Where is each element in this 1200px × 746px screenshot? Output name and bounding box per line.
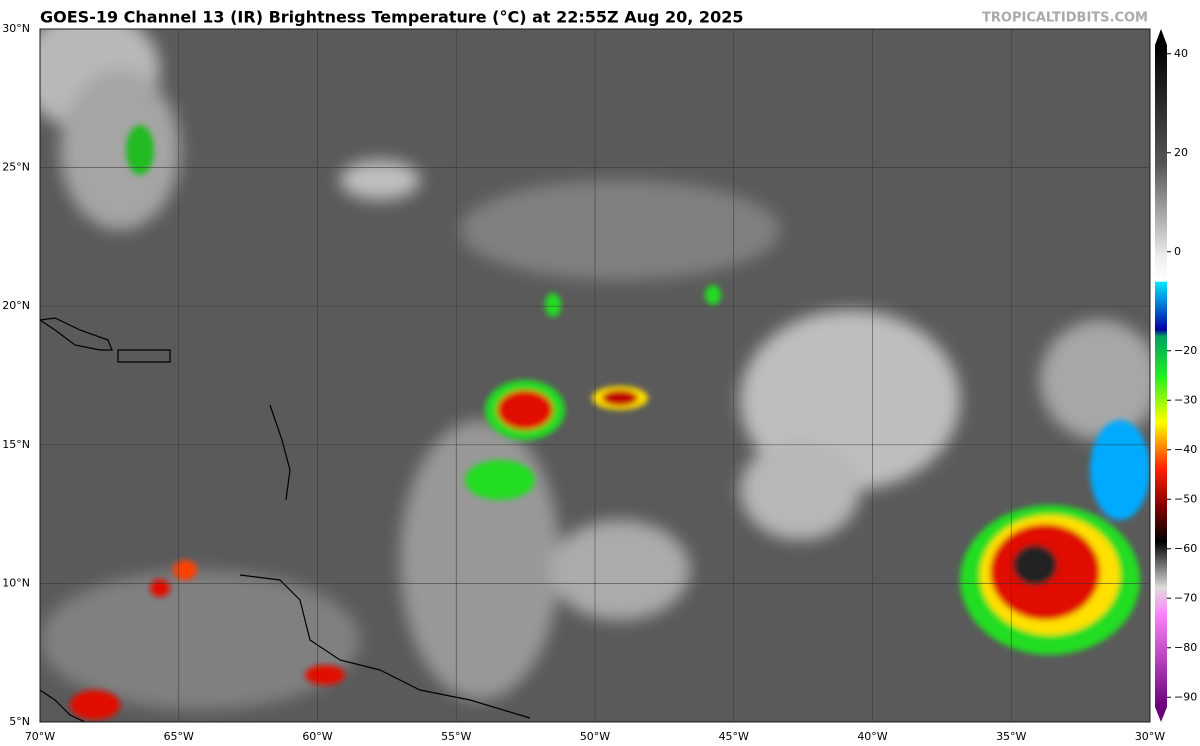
colorbar bbox=[1155, 45, 1167, 707]
x-tick-label: 60°W bbox=[302, 730, 332, 743]
colorbar-tick-label: −80 bbox=[1174, 641, 1197, 654]
x-tick-label: 55°W bbox=[441, 730, 471, 743]
x-tick-label: 70°W bbox=[25, 730, 55, 743]
colorbar-tick-label: −40 bbox=[1174, 443, 1197, 456]
y-tick-label: 30°N bbox=[2, 22, 30, 35]
colorbar-tick-label: 20 bbox=[1174, 146, 1188, 159]
colorbar-extend-top bbox=[1155, 29, 1167, 45]
colorbar-tick-label: −20 bbox=[1174, 344, 1197, 357]
x-tick-label: 65°W bbox=[164, 730, 194, 743]
colorbar-tick-label: 40 bbox=[1174, 47, 1188, 60]
x-tick-label: 50°W bbox=[580, 730, 610, 743]
colorbar-tick-label: 0 bbox=[1174, 245, 1181, 258]
x-tick-label: 40°W bbox=[857, 730, 887, 743]
y-tick-label: 15°N bbox=[2, 438, 30, 451]
y-tick-label: 20°N bbox=[2, 299, 30, 312]
x-tick-label: 35°W bbox=[996, 730, 1026, 743]
colorbar-tick-label: −30 bbox=[1174, 393, 1197, 406]
credit: TROPICALTIDBITS.COM bbox=[982, 11, 1148, 26]
y-tick-label: 10°N bbox=[2, 576, 30, 589]
colorbar-extend-bottom bbox=[1155, 707, 1167, 722]
colorbar-tick-label: −60 bbox=[1174, 542, 1197, 555]
colorbar-tick-label: −90 bbox=[1174, 690, 1197, 703]
satellite-image bbox=[40, 29, 1150, 722]
colorbar-tick-label: −70 bbox=[1174, 591, 1197, 604]
x-tick-label: 45°W bbox=[719, 730, 749, 743]
colorbar-tick-label: −50 bbox=[1174, 492, 1197, 505]
y-tick-label: 25°N bbox=[2, 161, 30, 174]
map-title: GOES-19 Channel 13 (IR) Brightness Tempe… bbox=[40, 8, 743, 27]
x-tick-label: 30°W bbox=[1135, 730, 1165, 743]
y-tick-label: 5°N bbox=[9, 715, 30, 728]
